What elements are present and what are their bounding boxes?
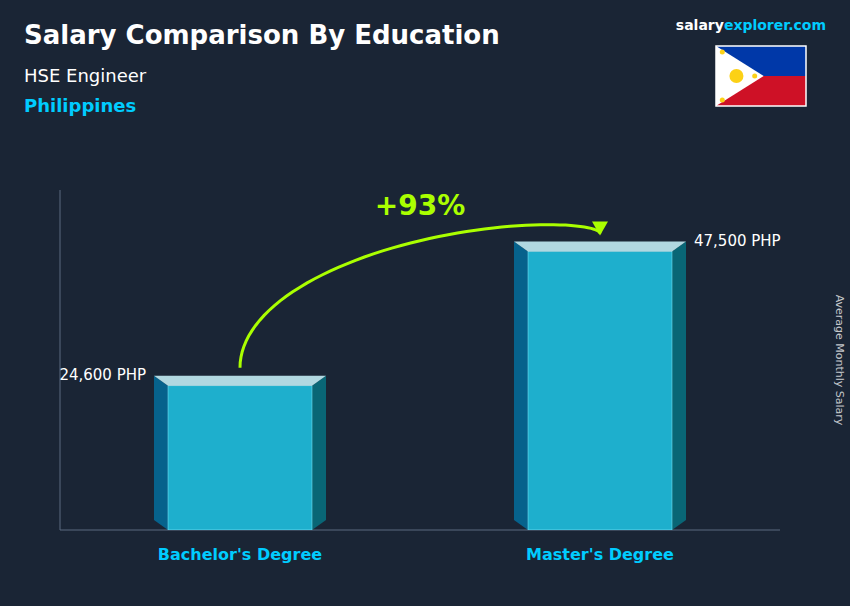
flag-sun bbox=[729, 69, 743, 83]
change-arrow bbox=[240, 225, 600, 368]
chart-canvas: Salary Comparison By Education HSE Engine… bbox=[0, 0, 850, 606]
flag-star bbox=[720, 98, 725, 103]
subtitle: HSE Engineer bbox=[24, 65, 147, 86]
background bbox=[0, 0, 850, 606]
bar-side bbox=[154, 376, 168, 530]
value-label: 24,600 PHP bbox=[59, 366, 146, 384]
bars bbox=[154, 242, 686, 530]
bar bbox=[528, 252, 672, 530]
brand: salaryexplorer.com bbox=[676, 17, 826, 33]
change-arrowhead bbox=[592, 222, 608, 236]
flag-star bbox=[752, 74, 757, 79]
y-axis-label: Average Monthly Salary bbox=[833, 295, 846, 426]
flag-triangle bbox=[716, 46, 764, 106]
bar bbox=[168, 386, 312, 530]
category-label: Bachelor's Degree bbox=[158, 545, 322, 564]
value-label: 47,500 PHP bbox=[694, 232, 781, 250]
brand-site: explorer.com bbox=[724, 17, 826, 33]
bar-side bbox=[312, 376, 326, 530]
y-axis-line bbox=[60, 190, 61, 530]
flag bbox=[716, 46, 806, 106]
bar-top bbox=[154, 376, 326, 386]
flag-border bbox=[716, 46, 806, 106]
flag-star bbox=[720, 50, 725, 55]
percent-change: +93% bbox=[375, 189, 465, 222]
title: Salary Comparison By Education bbox=[24, 20, 500, 50]
country: Philippines bbox=[24, 95, 136, 116]
brand-salary: salary bbox=[676, 17, 724, 33]
category-label: Master's Degree bbox=[526, 545, 674, 564]
bar-top bbox=[514, 242, 686, 252]
bar-side bbox=[672, 242, 686, 530]
bar-side bbox=[514, 242, 528, 530]
